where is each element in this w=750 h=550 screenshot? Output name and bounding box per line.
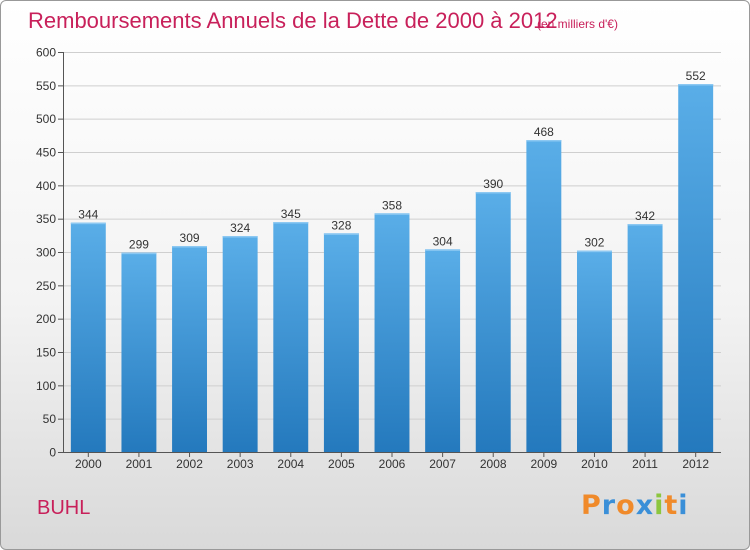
data-label: 344: [78, 208, 98, 222]
bar: [475, 192, 511, 452]
bar-highlight: [576, 250, 612, 253]
x-tick-label: 2011: [632, 457, 658, 471]
x-tick-label: 2003: [227, 457, 254, 471]
axes: [58, 52, 721, 457]
y-tick-label: 150: [36, 346, 56, 360]
x-tick-label: 2008: [480, 457, 507, 471]
y-tick-label: 400: [36, 179, 56, 193]
bar: [172, 246, 208, 452]
y-tick-label: 250: [36, 279, 56, 293]
data-label: 358: [382, 198, 402, 212]
x-tick-label: 2006: [379, 457, 406, 471]
y-tick-label: 600: [36, 46, 56, 60]
bar-highlight: [222, 236, 258, 238]
y-tick-label: 50: [43, 412, 57, 426]
bar-highlight: [425, 249, 461, 251]
chart-subtitle: (en milliers d'€): [537, 17, 618, 31]
data-label: 309: [180, 231, 200, 245]
x-tick-label: 2004: [277, 457, 304, 471]
data-label: 468: [534, 125, 554, 139]
bar: [273, 222, 309, 452]
logo-letter: P: [581, 490, 602, 521]
bar: [627, 224, 663, 452]
x-tick-label: 2000: [75, 457, 102, 471]
logo-letter: t: [664, 490, 679, 521]
data-label: 304: [433, 234, 453, 248]
y-tick-label: 300: [36, 246, 56, 260]
bar: [526, 140, 562, 452]
labels: 0 50 100 150 200 250 300 350 400 450 500 550 600 344 2…: [36, 46, 709, 472]
bar-highlight: [627, 224, 663, 226]
logo-letter: o: [616, 490, 636, 521]
bar: [222, 236, 258, 452]
bar: [576, 250, 612, 452]
logo-letter: i: [678, 490, 689, 521]
bar: [121, 252, 157, 452]
logo-letter: i: [654, 490, 665, 521]
commune-name: BUHL: [37, 497, 91, 519]
bar: [678, 84, 714, 452]
data-label: 345: [281, 207, 301, 221]
bar-highlight: [323, 233, 359, 235]
x-tick-label: 2010: [581, 457, 608, 471]
bar: [70, 222, 106, 452]
x-tick-label: 2002: [176, 457, 203, 471]
bar: [323, 233, 359, 452]
data-label: 324: [230, 221, 250, 235]
y-tick-label: 450: [36, 146, 56, 160]
x-tick-label: 2009: [530, 457, 557, 471]
bar-highlight: [121, 252, 157, 255]
bar-highlight: [172, 246, 208, 248]
data-label: 302: [584, 236, 604, 250]
data-label: 342: [635, 209, 655, 223]
data-label: 299: [129, 238, 149, 252]
logo-letter: r: [601, 490, 617, 521]
data-label: 552: [686, 69, 706, 83]
bars: [70, 84, 714, 452]
proxiti-logo[interactable]: Proxiti: [581, 490, 689, 521]
bar-highlight: [526, 140, 562, 142]
logo-letter: x: [635, 490, 655, 521]
bar-highlight: [475, 192, 511, 194]
x-tick-label: 2012: [682, 457, 709, 471]
y-tick-label: 550: [36, 79, 56, 93]
y-tick-label: 500: [36, 112, 56, 126]
bar: [374, 213, 410, 452]
data-label: 390: [483, 177, 503, 191]
x-tick-label: 2001: [126, 457, 153, 471]
y-tick-label: 0: [49, 446, 56, 460]
bar-highlight: [273, 222, 309, 224]
bar-highlight: [374, 213, 410, 215]
bar: [425, 249, 461, 452]
bar-highlight: [678, 84, 714, 86]
y-tick-label: 350: [36, 212, 56, 226]
chart-title: Remboursements Annuels de la Dette de 20…: [28, 8, 558, 33]
x-tick-label: 2005: [328, 457, 355, 471]
y-tick-label: 200: [36, 312, 56, 326]
bar-highlight: [70, 222, 106, 225]
y-tick-label: 100: [36, 379, 56, 393]
data-label: 328: [331, 218, 351, 232]
x-tick-label: 2007: [429, 457, 456, 471]
